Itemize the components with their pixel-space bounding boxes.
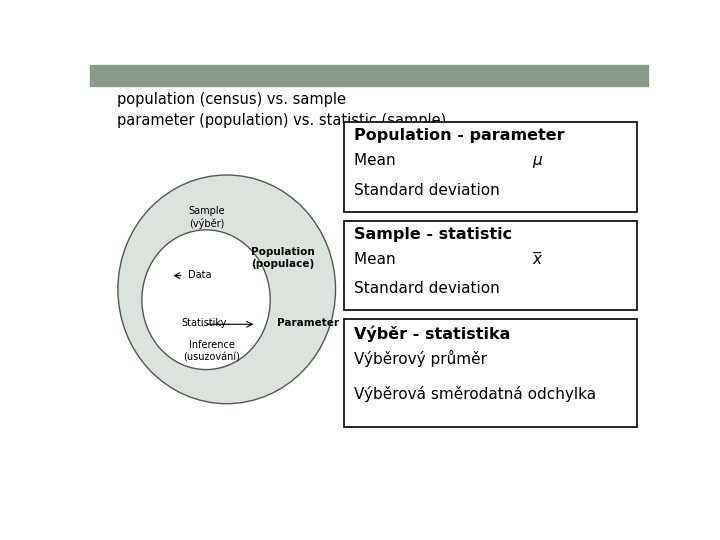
Text: Výběrový průměr: Výběrový průměr (354, 350, 492, 368)
Text: x̅: x̅ (532, 252, 541, 267)
Text: Výběr - statistika: Výběr - statistika (354, 325, 510, 342)
Text: Inference
(usuzování): Inference (usuzování) (183, 341, 240, 362)
Text: Sample - statistic: Sample - statistic (354, 227, 512, 242)
Text: Data: Data (188, 270, 212, 280)
Bar (344, 221, 636, 310)
Text: Statistiky: Statistiky (181, 319, 226, 328)
Bar (90, 65, 648, 86)
Text: μ: μ (532, 153, 541, 168)
Text: Population
(populace): Population (populace) (251, 247, 315, 269)
Text: Výběrová směrodatná odchylka: Výběrová směrodatná odchylka (354, 386, 601, 402)
Bar (344, 122, 636, 212)
Text: Sample
(výběr): Sample (výběr) (189, 206, 225, 229)
Bar (344, 319, 636, 427)
Text: Standard deviation: Standard deviation (354, 281, 510, 296)
Text: Mean: Mean (354, 153, 400, 168)
Text: Standard deviation: Standard deviation (354, 183, 510, 198)
Text: Parameter: Parameter (277, 319, 339, 328)
Text: parameter (population) vs. statistic (sample): parameter (population) vs. statistic (sa… (117, 113, 446, 127)
Ellipse shape (118, 175, 336, 404)
Text: Mean: Mean (354, 252, 400, 267)
Text: population (census) vs. sample: population (census) vs. sample (117, 92, 346, 107)
Text: Population - parameter: Population - parameter (354, 128, 564, 143)
Ellipse shape (142, 230, 270, 369)
